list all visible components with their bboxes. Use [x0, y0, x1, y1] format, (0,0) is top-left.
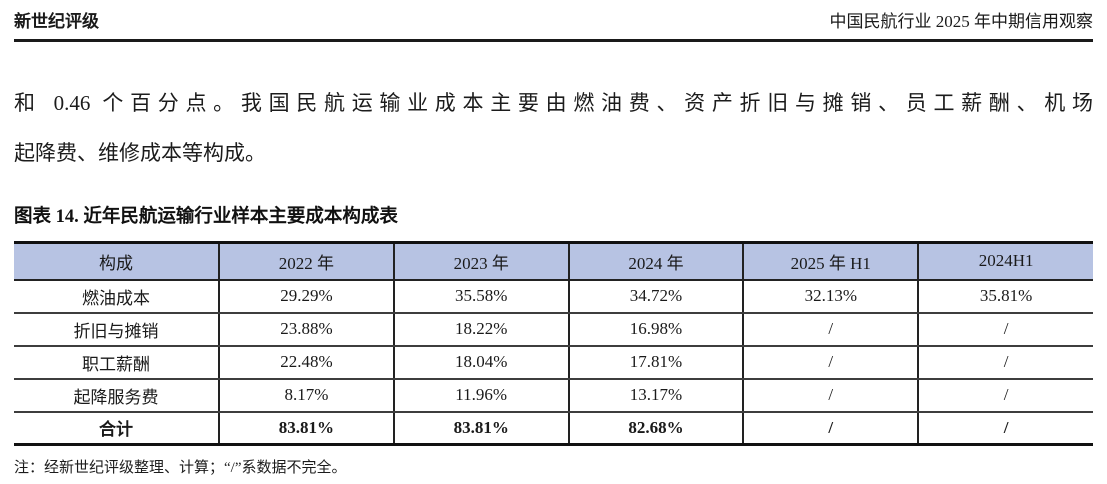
- cell-value: 35.81%: [917, 279, 1093, 314]
- figure-title: 图表 14. 近年民航运输行业样本主要成本构成表: [14, 207, 398, 227]
- cell-value: /: [917, 345, 1093, 380]
- paragraph-line-1: 和 0.46 个百分点。我国民航运输业成本主要由燃油费、资产折旧与摊销、员工薪酬…: [14, 91, 1093, 115]
- table-header-row: 构成 2022 年 2023 年 2024 年 2025 年 H1 2024H1: [14, 242, 1093, 281]
- cell-value: /: [917, 411, 1093, 446]
- cell-value: 16.98%: [567, 312, 744, 347]
- cell-value: 83.81%: [218, 411, 394, 446]
- table-row-total: 合计 83.81% 83.81% 82.68% / /: [14, 411, 1093, 446]
- cell-value: 18.04%: [392, 345, 569, 380]
- cell-value: /: [742, 345, 919, 380]
- column-header-2025h1: 2025 年 H1: [742, 242, 919, 281]
- row-label: 起降服务费: [14, 378, 219, 413]
- cell-value: /: [742, 312, 919, 347]
- column-header-2024h1: 2024H1: [917, 242, 1093, 281]
- table-row-staff-salary: 职工薪酬 22.48% 18.04% 17.81% / /: [14, 345, 1093, 380]
- cost-composition-table: 构成 2022 年 2023 年 2024 年 2025 年 H1 2024H1…: [14, 241, 1093, 446]
- cell-value: 83.81%: [392, 411, 569, 446]
- cell-value: 34.72%: [567, 279, 744, 314]
- table-row-fuel-cost: 燃油成本 29.29% 35.58% 34.72% 32.13% 35.81%: [14, 279, 1093, 314]
- column-header-2022: 2022 年: [218, 242, 394, 281]
- row-label: 折旧与摊销: [14, 312, 219, 347]
- cell-value: 8.17%: [218, 378, 394, 413]
- cell-value: /: [917, 378, 1093, 413]
- cell-value: /: [742, 378, 919, 413]
- cell-value: 17.81%: [567, 345, 744, 380]
- header-divider: [14, 39, 1093, 42]
- report-title: 中国民航行业 2025 年中期信用观察: [829, 12, 1094, 31]
- paragraph-line-2: 起降费、维修成本等构成。: [14, 141, 266, 165]
- table-row-depreciation-amortization: 折旧与摊销 23.88% 18.22% 16.98% / /: [14, 312, 1093, 347]
- row-label: 合计: [14, 411, 219, 446]
- cell-value: 11.96%: [392, 378, 569, 413]
- cell-value: 82.68%: [567, 411, 744, 446]
- cell-value: 18.22%: [392, 312, 569, 347]
- cell-value: 29.29%: [218, 279, 394, 314]
- column-header-2024: 2024 年: [567, 242, 744, 281]
- column-header-2023: 2023 年: [392, 242, 569, 281]
- cell-value: 35.58%: [392, 279, 569, 314]
- cell-value: /: [742, 411, 919, 446]
- cell-value: 23.88%: [218, 312, 394, 347]
- row-label: 职工薪酬: [14, 345, 219, 380]
- column-header-composition: 构成: [14, 242, 219, 281]
- table-note: 注：经新世纪评级整理、计算；“/”系数据不完全。: [14, 460, 347, 476]
- table-row-takeoff-landing-fee: 起降服务费 8.17% 11.96% 13.17% / /: [14, 378, 1093, 413]
- body-paragraph: 和 0.46 个百分点。我国民航运输业成本主要由燃油费、资产折旧与摊销、员工薪酬…: [14, 78, 1093, 178]
- brand-name: 新世纪评级: [14, 12, 99, 31]
- cell-value: 22.48%: [218, 345, 394, 380]
- cell-value: 13.17%: [567, 378, 744, 413]
- cell-value: /: [917, 312, 1093, 347]
- page-header: 新世纪评级 中国民航行业 2025 年中期信用观察: [14, 10, 1093, 34]
- cell-value: 32.13%: [742, 279, 919, 314]
- row-label: 燃油成本: [14, 279, 219, 314]
